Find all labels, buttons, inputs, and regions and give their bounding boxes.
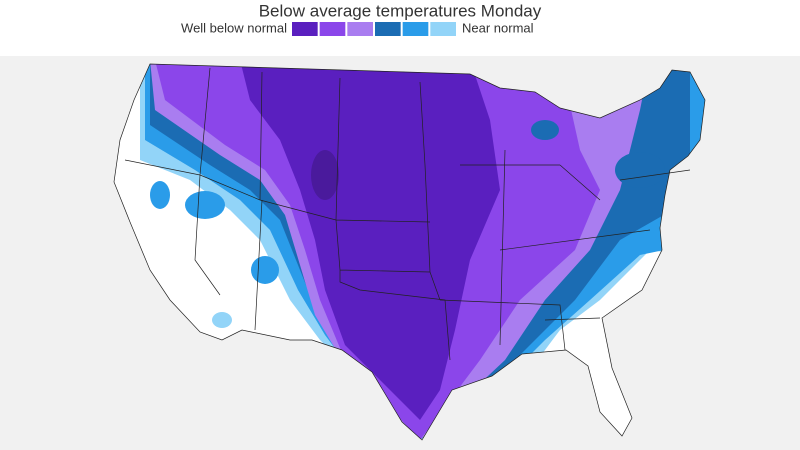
state-borders (124, 67, 691, 361)
temperature-layer (114, 64, 705, 440)
legend-swatches (292, 22, 456, 36)
map-title: Below average temperatures Monday (259, 1, 542, 20)
legend-swatch (319, 22, 346, 36)
legend-swatch (430, 22, 456, 36)
legend-swatch (375, 22, 401, 36)
legend-swatch (292, 22, 318, 36)
legend-swatch (347, 22, 373, 36)
legend-high-label: Near normal (462, 20, 534, 35)
legend-low-label: Well below normal (181, 20, 287, 35)
legend-swatch (402, 22, 429, 36)
